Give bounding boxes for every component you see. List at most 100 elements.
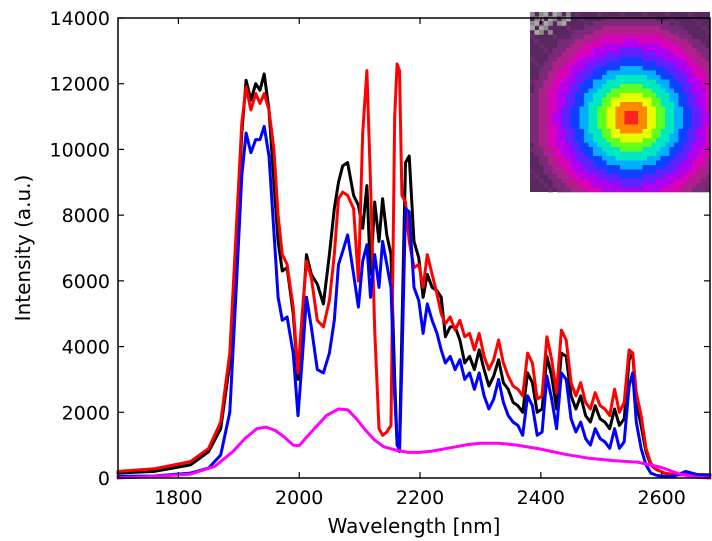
inset-pixel [643, 71, 648, 76]
inset-pixel [643, 116, 648, 121]
inset-pixel [539, 30, 544, 35]
inset-pixel [616, 147, 621, 152]
inset-pixel [598, 125, 603, 130]
inset-pixel [571, 134, 576, 139]
inset-pixel [656, 120, 661, 125]
inset-pixel [647, 35, 652, 40]
inset-pixel [548, 120, 553, 125]
inset-pixel [530, 35, 535, 40]
inset-pixel [701, 62, 706, 67]
inset-pixel [661, 89, 666, 94]
inset-pixel [580, 188, 585, 193]
inset-pixel [643, 188, 648, 193]
inset-pixel [616, 84, 621, 89]
inset-pixel [620, 116, 625, 121]
inset-pixel [580, 156, 585, 161]
inset-pixel [557, 89, 562, 94]
inset-pixel [688, 147, 693, 152]
inset-pixel [661, 188, 666, 193]
inset-pixel [602, 57, 607, 62]
inset-pixel [589, 138, 594, 143]
inset-pixel [656, 116, 661, 121]
inset-pixel [656, 21, 661, 26]
inset-pixel [701, 102, 706, 107]
inset-pixel [580, 165, 585, 170]
inset-pixel [701, 138, 706, 143]
inset-pixel [629, 48, 634, 53]
inset-pixel [665, 53, 670, 58]
inset-pixel [530, 147, 535, 152]
inset-pixel [611, 170, 616, 175]
inset-pixel [674, 138, 679, 143]
inset-pixel [629, 21, 634, 26]
inset-pixel [598, 98, 603, 103]
inset-pixel [688, 80, 693, 85]
inset-pixel [688, 152, 693, 157]
inset-pixel [607, 89, 612, 94]
inset-pixel [634, 80, 639, 85]
inset-pixel [607, 143, 612, 148]
inset-pixel [674, 107, 679, 112]
inset-pixel [665, 179, 670, 184]
inset-pixel [598, 170, 603, 175]
inset-pixel [548, 134, 553, 139]
inset-pixel [647, 143, 652, 148]
inset-pixel [661, 156, 666, 161]
inset-pixel [539, 120, 544, 125]
inset-pixel [697, 57, 702, 62]
inset-pixel [562, 156, 567, 161]
inset-pixel [679, 53, 684, 58]
inset-pixel [571, 57, 576, 62]
inset-pixel [571, 111, 576, 116]
inset-pixel [575, 143, 580, 148]
inset-pixel [688, 116, 693, 121]
inset-pixel [539, 129, 544, 134]
inset-pixel [652, 66, 657, 71]
inset-pixel [553, 134, 558, 139]
inset-pixel [562, 147, 567, 152]
y-tick-label: 10000 [50, 139, 110, 161]
inset-pixel [674, 165, 679, 170]
inset-pixel [562, 152, 567, 157]
inset-pixel [683, 57, 688, 62]
inset-pixel [575, 116, 580, 121]
inset-pixel [701, 134, 706, 139]
inset-pixel [625, 165, 630, 170]
inset-pixel [670, 53, 675, 58]
inset-pixel [625, 138, 630, 143]
inset-pixel [616, 71, 621, 76]
inset-pixel [548, 62, 553, 67]
inset-pixel [643, 57, 648, 62]
inset-pixel [652, 129, 657, 134]
inset-pixel [674, 188, 679, 193]
inset-pixel [656, 156, 661, 161]
inset-pixel [683, 39, 688, 44]
inset-pixel [665, 111, 670, 116]
inset-pixel [701, 44, 706, 49]
inset-pixel [647, 98, 652, 103]
inset-pixel [643, 129, 648, 134]
inset-pixel [611, 156, 616, 161]
inset-pixel [638, 102, 643, 107]
inset-pixel [679, 156, 684, 161]
x-tick-label: 2200 [396, 487, 444, 509]
inset-pixel [670, 116, 675, 121]
inset-pixel [557, 84, 562, 89]
inset-pixel [701, 26, 706, 31]
inset-pixel [611, 134, 616, 139]
inset-pixel [701, 188, 706, 193]
inset-pixel [530, 125, 535, 130]
inset-pixel [566, 165, 571, 170]
inset-pixel [629, 35, 634, 40]
inset-pixel [629, 152, 634, 157]
inset-pixel [580, 116, 585, 121]
inset-pixel [575, 12, 580, 17]
inset-pixel [575, 84, 580, 89]
inset-pixel [557, 174, 562, 179]
inset-pixel [535, 129, 540, 134]
inset-pixel [611, 75, 616, 80]
inset-pixel [634, 66, 639, 71]
inset-pixel [562, 129, 567, 134]
inset-pixel [647, 30, 652, 35]
inset-pixel [643, 179, 648, 184]
